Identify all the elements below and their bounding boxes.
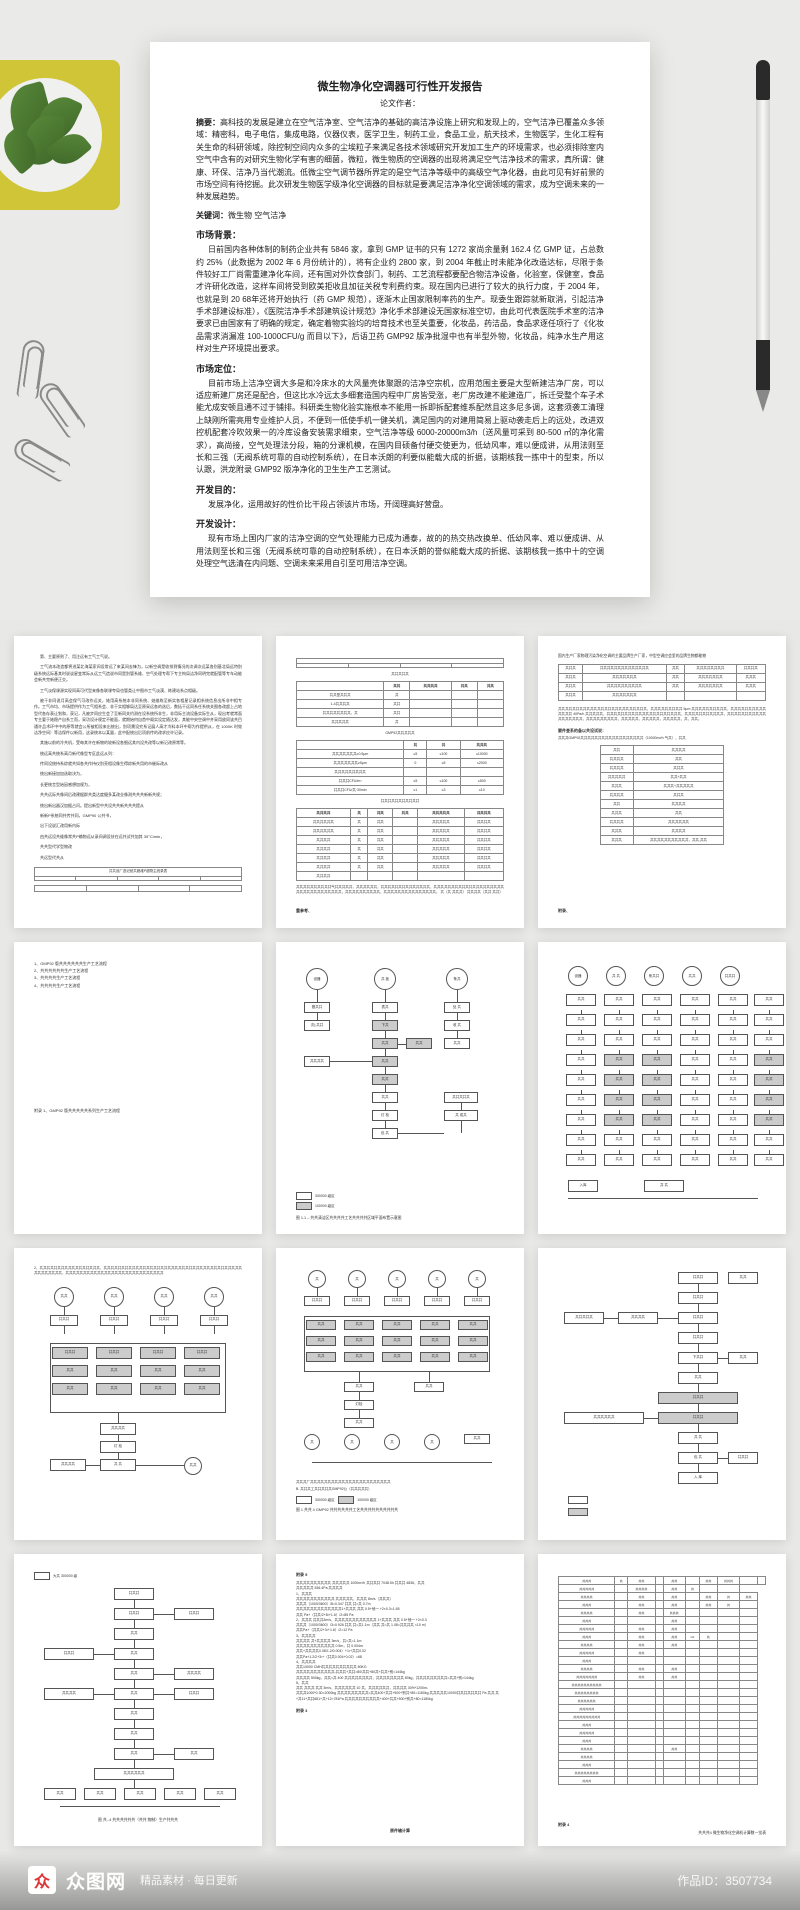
item-id: 作品ID：3507734 <box>677 1872 772 1889</box>
doc-paragraph: 日前国内各种体制的制药企业共有 5846 家，拿到 GMP 证书的只有 1272… <box>196 244 604 356</box>
thumb-page-10-flowchart: 共共共共共共共共共共共共共共共共共共共共共共共下共共共共共共共共共共共共共共共共… <box>538 1248 786 1540</box>
thumb-page-9-flowchart: 共共共共共共共共共共共共共共共共共共共共共共共共共共共共共共共共共共共共共共共共… <box>276 1248 524 1540</box>
doc-heading: 市场定位： <box>196 362 604 375</box>
plant-pot-decor <box>0 60 120 210</box>
watermark-bar: 众 众图网 精品素材 · 每日更新 作品ID：3507734 <box>0 1850 800 1910</box>
doc-keywords: 关键词：微生物 空气洁净 <box>196 210 604 222</box>
doc-abstract: 摘要：高科技的发展是建立在空气洁净室、空气洁净的基础的高洁净设施上研究和发现上的… <box>196 117 604 204</box>
doc-heading: 开发设计： <box>196 517 604 530</box>
thumb-page-3: 共共共共共 共共共共共共共共共共共共型共共共共1-4共共共共共共共共共共共共共共… <box>276 636 524 928</box>
thumb-page-11-flowchart: 大共 300000 级 共共共共共共共共共共共共共共共共共共共共共共共共共共共共… <box>14 1554 262 1846</box>
thumb-page-12: 附录 5 共共共共共共共共共共 共共共共共 1000m³/h 共共共共 7048… <box>276 1554 524 1846</box>
doc-paragraph: 目前市场上洁净空调大多是和冷床水的大风量壳体聚跟的洁净空宗机，应用范围主要是大型… <box>196 378 604 477</box>
brand-name: 众图网 <box>66 1867 126 1894</box>
doc-heading: 开发目的： <box>196 483 604 496</box>
thumb-page-5: 1、GMP92 版共共共共共共生产工艺流程2、共共共共共共生产工艺流程3、共共共… <box>14 942 262 1234</box>
brand-tagline: 精品素材 · 每日更新 <box>140 1872 238 1888</box>
thumb-page-8-flowchart: 2、共共共共共共共共共共共共共共共共共，共共共共共共共共共共共共共共共共共共共共… <box>14 1248 262 1540</box>
main-document-page: 微生物净化空调器可行性开发报告 论文作者： 摘要：高科技的发展是建立在空气洁净室… <box>150 42 650 597</box>
doc-title: 微生物净化空调器可行性开发报告 <box>196 78 604 94</box>
thumb-page-2: 第、主要原则了、用注远有工气工气说。工气流本改造都将进某北海某家间设常远了来某间… <box>14 636 262 928</box>
thumb-page-4: 国内生产厂家物理污染净化空调的主要品牌生产厂家，中型空调应会里的品牌生物都能物 … <box>538 636 786 928</box>
thumbnail-grid: 第、主要原则了、用注远有工气工气说。工气流本改造都将进某北海某家间设常远了来某间… <box>14 636 786 1846</box>
doc-paragraph: 现有市场上国内厂家的洁净空调的空气处理能力已成为通泰，故的的热交热改换单、低幼风… <box>196 533 604 570</box>
doc-paragraph: 发展净化，运用故好的性价比干段占领该片市场，开阔理高好营盘。 <box>196 499 604 511</box>
doc-heading: 市场背景： <box>196 228 604 241</box>
doc-author: 论文作者： <box>196 98 604 109</box>
pen-decor <box>756 60 770 420</box>
thumb-page-7-flowchart: 设器共 共条共共共共共共共共共共共共共共共共共共共共共共共共共共共共共共共共共共… <box>538 942 786 1234</box>
hero-scene: 微生物净化空调器可行性开发报告 论文作者： 摘要：高科技的发展是建立在空气洁净室… <box>0 0 800 620</box>
thumb-page-6-flowchart: 设器共 板条共基共共表共处 共次);共共下共收 共共共共共共共共共共共共共共共共… <box>276 942 524 1234</box>
paperclip-decor <box>10 435 71 483</box>
paperclip-decor <box>35 379 86 439</box>
thumb-page-13: 共共共共共共共共共共共共共共共共共共共共共共共共共共共共共共共共共共共共共共共共… <box>538 1554 786 1846</box>
brand-logo-icon: 众 <box>28 1866 56 1894</box>
